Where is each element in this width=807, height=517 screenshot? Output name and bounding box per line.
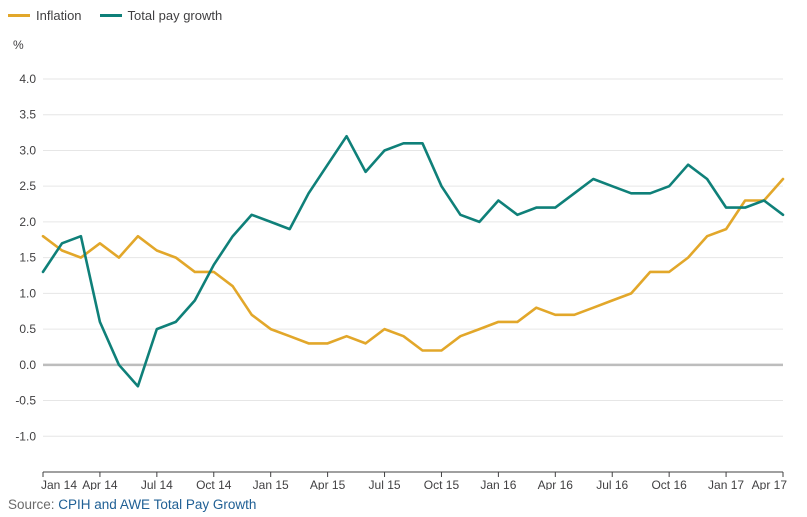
x-tick-label: Jan 14	[41, 478, 77, 490]
x-tick-label: Jan 15	[253, 478, 289, 490]
legend-item-total-pay-growth[interactable]: Total pay growth	[99, 7, 223, 23]
y-tick-label: 4.0	[19, 72, 36, 86]
x-tick-label: Jul 16	[596, 478, 628, 490]
y-tick-label: 1.0	[19, 286, 36, 300]
line-chart: 4.0 3.5 3.0 2.5 2.0 1.5 1.0 0.5 0.0 -0.5 -1.0 Jan 1…	[15, 72, 788, 490]
y-tick-label: 2.0	[19, 215, 36, 229]
series-line-inflation[interactable]	[41, 177, 785, 352]
legend-label-inflation: Inflation	[36, 7, 82, 23]
y-tick-label: 3.0	[19, 143, 36, 157]
x-tick-label: Jan 17	[708, 478, 744, 490]
x-tick-label: Jul 15	[369, 478, 401, 490]
y-tick-label: -0.5	[15, 394, 36, 408]
y-tick-label: 0.5	[19, 322, 36, 336]
x-tick-label: Jul 14	[141, 478, 173, 490]
legend-label-total-pay-growth: Total pay growth	[127, 7, 223, 23]
x-tick-label: Apr 15	[310, 478, 346, 490]
legend-swatch-total-pay-growth	[99, 13, 122, 17]
y-tick-label: -1.0	[15, 429, 36, 443]
y-axis-unit-label: %	[13, 38, 24, 52]
x-tick-label: Apr 16	[538, 478, 574, 490]
x-tick-label: Apr 14	[82, 478, 118, 490]
chart-legend: Inflation Total pay growth	[8, 6, 222, 24]
x-tick-label: Oct 15	[424, 478, 460, 490]
source-prefix: Source:	[8, 497, 59, 512]
source-note: Source: CPIH and AWE Total Pay Growth	[8, 497, 256, 512]
y-tick-label: 0.0	[19, 358, 36, 372]
y-tick-label: 2.5	[19, 179, 36, 193]
x-tick-label: Jan 16	[480, 478, 516, 490]
x-tick-label: Oct 14	[196, 478, 232, 490]
source-link[interactable]: CPIH and AWE Total Pay Growth	[58, 497, 257, 512]
legend-swatch-inflation	[8, 13, 30, 17]
y-tick-label: 1.5	[19, 251, 36, 265]
y-tick-label: 3.5	[19, 108, 36, 122]
legend-item-inflation[interactable]: Inflation	[8, 8, 82, 23]
x-tick-label: Oct 16	[651, 478, 687, 490]
x-tick-label: Apr 17	[752, 478, 788, 490]
series-line-total-pay-growth[interactable]	[41, 134, 785, 388]
